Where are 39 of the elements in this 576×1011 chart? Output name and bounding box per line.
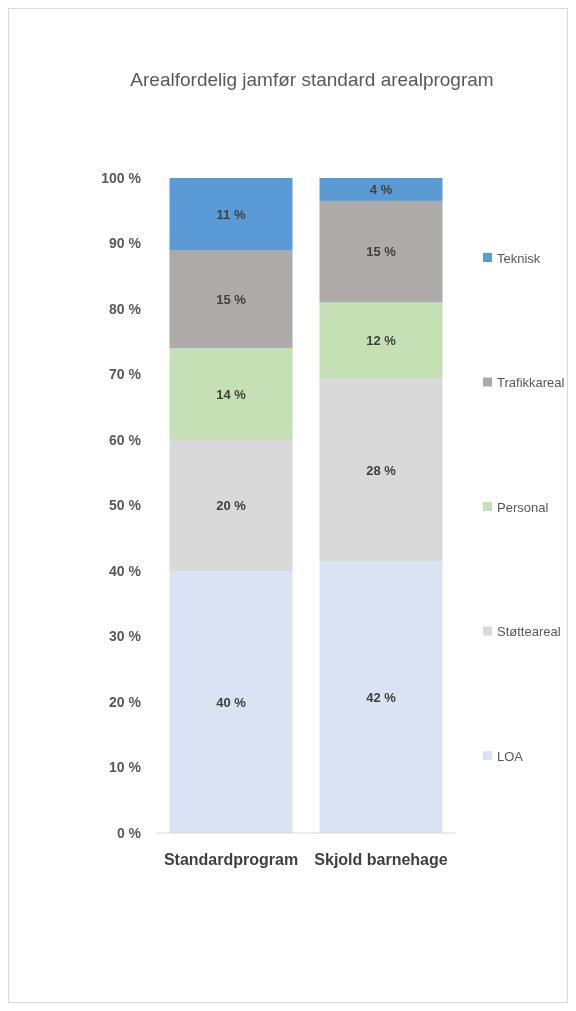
- legend-label: Teknisk: [497, 250, 541, 266]
- legend-label: Personal: [497, 499, 549, 515]
- y-tick-label: 60 %: [109, 431, 142, 448]
- bar: [319, 200, 443, 303]
- bar: [319, 379, 443, 562]
- y-tick-label: 30 %: [109, 628, 142, 645]
- y-tick-label: 0 %: [116, 824, 142, 841]
- data-label: 40 %: [216, 694, 247, 710]
- y-tick-label: 70 %: [109, 366, 142, 383]
- data-label: 20 %: [216, 498, 247, 514]
- y-tick-label: 50 %: [109, 497, 142, 514]
- legend-label: Trafikkareal: [497, 375, 565, 391]
- data-label: 42 %: [366, 689, 397, 705]
- data-label: 14 %: [216, 386, 247, 402]
- bar: [169, 440, 293, 571]
- chart-title: Arealfordelig jamfør standard arealprogram: [130, 69, 494, 90]
- bar: [169, 178, 293, 251]
- data-label: 28 %: [366, 462, 397, 478]
- y-tick-label: 80 %: [109, 300, 142, 317]
- y-tick-label: 90 %: [109, 235, 142, 252]
- bar: [169, 348, 293, 440]
- data-label: 15 %: [216, 291, 247, 307]
- y-tick-label: 10 %: [109, 759, 142, 776]
- data-label: 4 %: [369, 182, 393, 198]
- y-tick-label: 100 %: [101, 169, 142, 186]
- bar: [319, 178, 443, 201]
- legend-label: LOA: [497, 748, 524, 764]
- data-label: 15 %: [366, 244, 397, 260]
- bar: [319, 561, 443, 833]
- legend-label: Støtteareal: [497, 624, 561, 640]
- data-label: 11 %: [216, 206, 246, 222]
- bar: [169, 250, 293, 349]
- y-tick-label: 20 %: [109, 693, 142, 710]
- data-label: 12 %: [366, 333, 397, 349]
- bar: [169, 571, 293, 833]
- x-tick-label: Skjold barnehage: [314, 851, 448, 868]
- x-tick-label: Standardprogram: [163, 851, 299, 868]
- bar: [319, 302, 443, 380]
- y-tick-label: 40 %: [109, 562, 142, 579]
